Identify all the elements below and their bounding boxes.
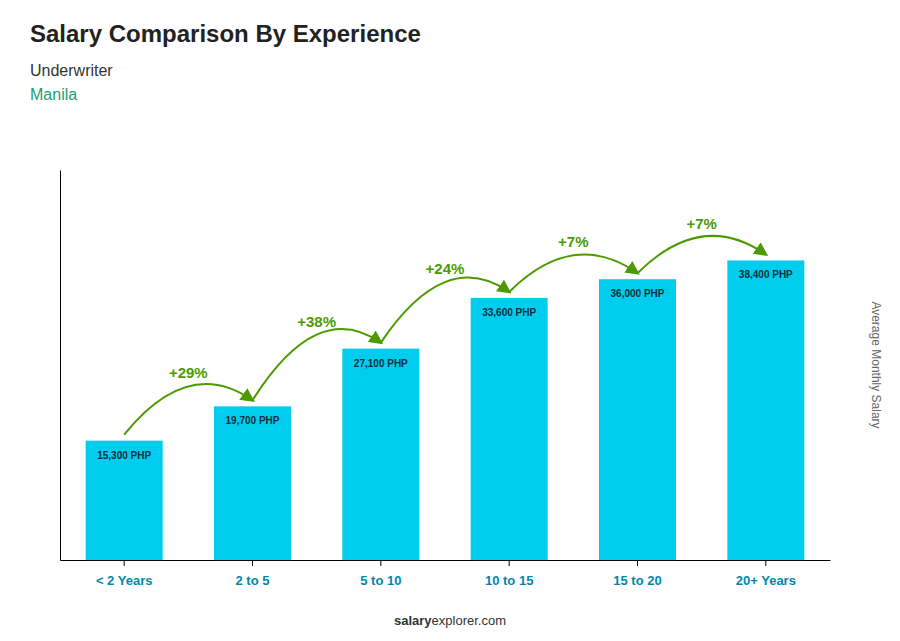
x-tick-label: 5 to 10: [360, 573, 401, 588]
y-axis: [60, 171, 61, 561]
data-label: 27,100 PHP: [354, 358, 408, 369]
data-label: 38,400 PHP: [739, 269, 793, 280]
x-tick-mark: [124, 560, 125, 566]
change-label: +7%: [558, 233, 588, 250]
chart: Salary Comparison By Experience Underwrit…: [0, 0, 900, 641]
x-tick: 15 to 20: [613, 560, 661, 588]
bar: [727, 260, 804, 560]
change-arrow: [381, 278, 509, 343]
x-tick: 5 to 10: [360, 560, 401, 588]
bar: [342, 349, 419, 560]
data-label: 19,700 PHP: [226, 415, 280, 426]
x-tick: 10 to 15: [485, 560, 533, 588]
x-axis: < 2 Years 2 to 5 5 to 10 10 to 15 15 to 20 20…: [61, 560, 831, 588]
x-tick-label: 10 to 15: [485, 573, 533, 588]
footer-part: salary: [394, 613, 432, 628]
title: Salary Comparison By Experience: [30, 20, 421, 47]
y-axis-title: Average Monthly Salary: [869, 301, 883, 428]
subtitle: Underwriter: [30, 62, 113, 79]
annotations: +29% +38% +24% +7% +7%: [124, 215, 766, 435]
x-tick: < 2 Years: [96, 560, 153, 588]
bars: [86, 260, 805, 560]
change-arrow: [638, 236, 766, 273]
x-tick-label: 2 to 5: [236, 573, 270, 588]
change-label: +7%: [686, 215, 716, 232]
footer: salaryexplorer.com: [394, 613, 506, 628]
data-label: 15,300 PHP: [97, 450, 151, 461]
change-arrow: [253, 329, 381, 400]
data-label: 33,600 PHP: [482, 307, 536, 318]
x-tick-mark: [637, 560, 638, 566]
change-arrow: [509, 255, 637, 292]
footer-part: explorer.com: [432, 613, 506, 628]
bar: [471, 298, 548, 560]
data-labels: 15,300 PHP 19,700 PHP 27,100 PHP 33,600 PHP…: [97, 269, 793, 460]
data-label: 36,000 PHP: [611, 288, 665, 299]
change-label: +24%: [426, 260, 465, 277]
bar: [214, 406, 291, 560]
x-tick: 2 to 5: [236, 560, 270, 588]
x-tick-mark: [509, 560, 510, 566]
x-axis-line: [61, 560, 831, 561]
change-arrow: [124, 384, 252, 435]
x-tick-label: 15 to 20: [613, 573, 661, 588]
y-axis-line: [60, 171, 61, 561]
city: Manila: [30, 86, 77, 103]
x-tick-mark: [380, 560, 381, 566]
x-tick-mark: [252, 560, 253, 566]
plot: < 2 Years 2 to 5 5 to 10 10 to 15 15 to 20 20…: [61, 171, 831, 588]
x-tick-label: < 2 Years: [96, 573, 153, 588]
x-tick-mark: [765, 560, 766, 566]
x-tick-label: 20+ Years: [736, 573, 796, 588]
change-label: +29%: [169, 364, 208, 381]
x-tick: 20+ Years: [736, 560, 796, 588]
change-label: +38%: [297, 313, 336, 330]
bar: [86, 441, 163, 560]
bar: [599, 279, 676, 560]
